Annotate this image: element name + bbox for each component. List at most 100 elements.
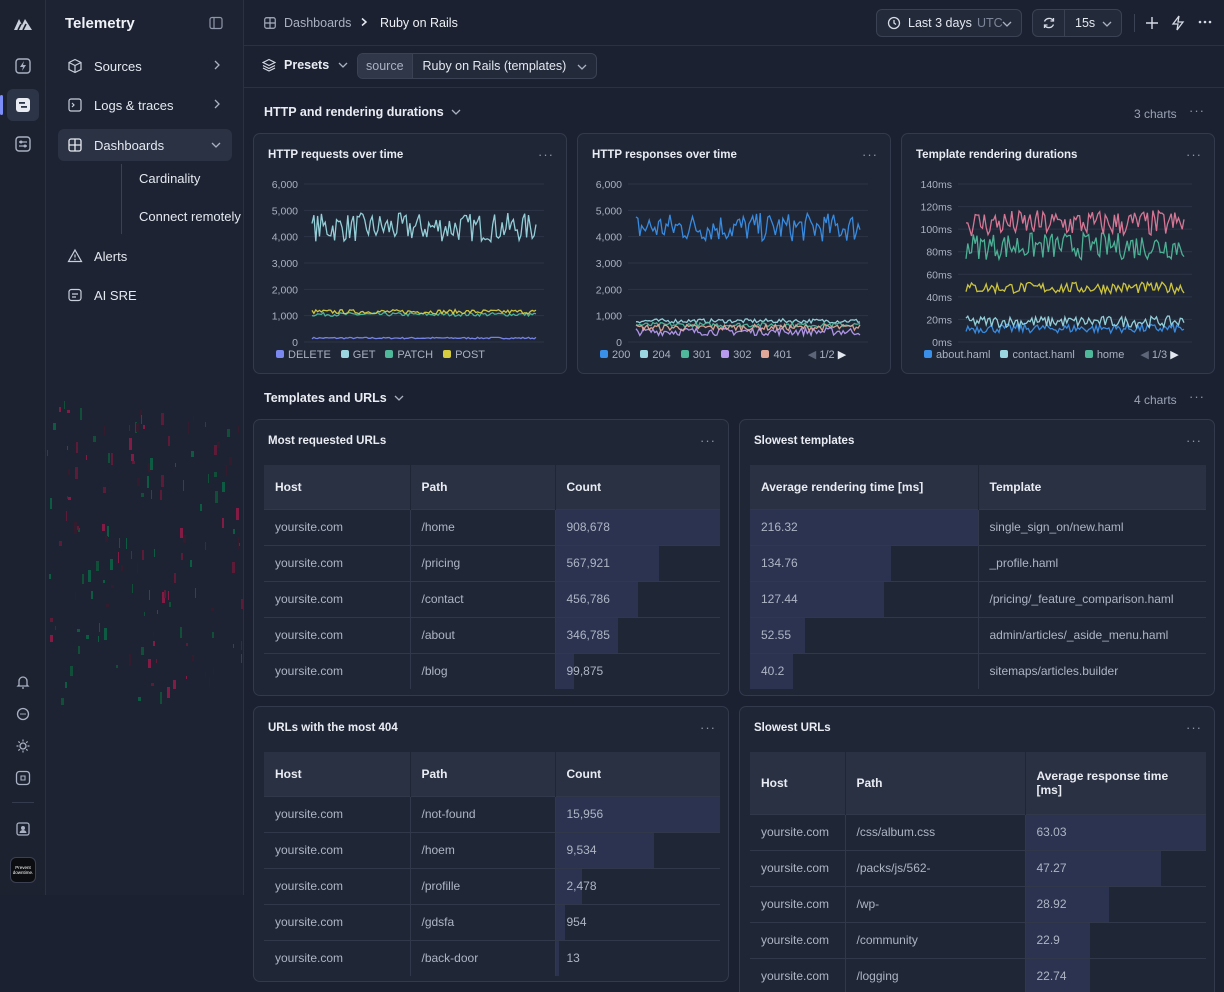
table-row[interactable]: 40.2 sitemaps/articles.builder (750, 652, 1206, 689)
settings-sliders-icon[interactable] (7, 128, 39, 160)
collapse-sidebar-icon[interactable] (208, 15, 224, 34)
table-row[interactable]: yoursite.com/hoem 9,534 (264, 831, 720, 868)
value-bar (750, 618, 805, 653)
column-header[interactable]: Count (555, 465, 720, 509)
legend-item[interactable]: home (1084, 349, 1124, 361)
panel-more-icon[interactable]: ··· (1186, 433, 1202, 448)
table-row[interactable]: 216.32 single_sign_on/new.haml (750, 508, 1206, 545)
table-row[interactable]: 127.44/pricing/_feature_comparison.haml (750, 580, 1206, 617)
chevron-down-icon (576, 61, 588, 75)
decor-mark (238, 426, 239, 433)
chevron-right-icon[interactable]: ▶ (1170, 349, 1179, 361)
nav-alerts[interactable]: Alerts (58, 240, 232, 272)
table-row[interactable]: yoursite.com/back-door 13 (264, 939, 720, 976)
table-row[interactable]: yoursite.com/css/album.css 63.03 (750, 813, 1206, 850)
lightning-icon[interactable] (1171, 15, 1185, 34)
source-filter[interactable]: source Ruby on Rails (templates) (357, 53, 597, 79)
cell-value: 954 (566, 915, 587, 929)
section-more-icon[interactable]: ··· (1189, 389, 1205, 404)
table-cell: 28.92 (1025, 885, 1206, 922)
table-row[interactable]: yoursite.com/wp- 28.92 (750, 885, 1206, 922)
presets-dropdown[interactable]: Presets (262, 58, 349, 72)
chevron-left-icon[interactable]: ◀ (807, 349, 817, 361)
legend-swatch (640, 349, 649, 358)
panel-more-icon[interactable]: ··· (1186, 720, 1202, 735)
column-header[interactable]: Host (264, 752, 411, 796)
legend-item[interactable]: 301 (680, 349, 711, 361)
decor-mark (50, 635, 53, 642)
table-row[interactable]: 134.76 _profile.haml (750, 544, 1206, 581)
legend-item[interactable]: 204 (640, 349, 671, 361)
table-row[interactable]: yoursite.com/not-found 15,956 (264, 795, 720, 832)
command-icon[interactable] (7, 762, 39, 794)
legend-item[interactable]: PATCH (385, 349, 433, 361)
table-row[interactable]: yoursite.com/pricing 567,921 (264, 544, 720, 581)
table-row[interactable]: yoursite.com/home 908,678 (264, 508, 720, 545)
section-http-rendering[interactable]: HTTP and rendering durations (264, 105, 462, 119)
table-row[interactable]: yoursite.com/contact 456,786 (264, 580, 720, 617)
table-row[interactable]: yoursite.com/blog 99,875 (264, 652, 720, 689)
promo-badge[interactable]: Prevent downtime. (10, 857, 36, 883)
cell-value: 2,478 (566, 879, 597, 893)
nav-connect-remotely[interactable]: Connect remotely (139, 209, 241, 224)
nav-ai-sre[interactable]: AI SRE (58, 279, 232, 311)
panel-more-icon[interactable]: ··· (862, 147, 878, 162)
table-row[interactable]: 52.55 admin/articles/_aside_menu.haml (750, 616, 1206, 653)
column-header[interactable]: Average response time [ms] (1025, 752, 1206, 814)
chat-icon[interactable] (7, 698, 39, 730)
legend-item[interactable]: 302 (721, 349, 751, 361)
lightning-icon[interactable] (7, 50, 39, 82)
nav-dashboards[interactable]: Dashboards (58, 129, 232, 161)
table-row[interactable]: yoursite.com/community 22.9 (750, 921, 1206, 958)
nav-sources[interactable]: Sources (58, 50, 232, 82)
panel-more-icon[interactable]: ··· (538, 147, 554, 162)
telemetry-app-icon[interactable] (0, 89, 39, 121)
column-header[interactable]: Count (555, 752, 720, 796)
chevron-right-icon[interactable]: ▶ (837, 349, 847, 361)
section-templates-urls[interactable]: Templates and URLs (264, 391, 405, 405)
table-row[interactable]: yoursite.com/packs/js/562- 47.27 (750, 849, 1206, 886)
user-profile-icon[interactable] (7, 813, 39, 845)
time-range-picker[interactable]: Last 3 days UTC (876, 9, 1022, 37)
chevron-down-icon (337, 60, 349, 70)
legend-item[interactable]: 401 (761, 349, 792, 361)
section-more-icon[interactable]: ··· (1189, 103, 1205, 118)
decor-mark (132, 461, 135, 464)
table-row[interactable]: yoursite.com/gdsfa 954 (264, 903, 720, 940)
legend-item[interactable]: contact.haml (1000, 349, 1075, 361)
chevron-left-icon[interactable]: ◀ (1140, 349, 1149, 361)
panel-more-icon[interactable]: ··· (1186, 147, 1202, 162)
table-row[interactable]: yoursite.com/logging 22.74 (750, 957, 1206, 992)
column-header[interactable]: Path (410, 752, 556, 796)
refresh-control[interactable]: 15s (1032, 9, 1122, 37)
nav-cardinality[interactable]: Cardinality (139, 171, 201, 186)
legend-item[interactable]: GET (340, 349, 375, 361)
column-header[interactable]: Path (410, 465, 556, 509)
refresh-icon[interactable] (1033, 10, 1065, 36)
panel-more-icon[interactable]: ··· (700, 433, 716, 448)
theme-sun-icon[interactable] (7, 730, 39, 762)
panel-more-icon[interactable]: ··· (700, 720, 716, 735)
bell-icon[interactable] (7, 666, 39, 698)
add-icon[interactable] (1145, 16, 1159, 33)
legend-item[interactable]: 200 (600, 349, 630, 361)
more-options-icon[interactable] (1198, 15, 1212, 32)
legend-item[interactable]: POST (443, 349, 485, 361)
most-requested-table: Host Path Count yoursite.com/home 908,678 you… (264, 465, 720, 689)
breadcrumb-dashboards[interactable]: Dashboards (284, 16, 352, 30)
nav-logs-traces[interactable]: Logs & traces (58, 89, 232, 121)
column-header[interactable]: Host (264, 465, 411, 509)
column-header[interactable]: Average rendering time [ms] (750, 465, 979, 509)
table-cell: 127.44 (750, 580, 979, 617)
table-row[interactable]: yoursite.com/about 346,785 (264, 616, 720, 653)
decor-mark (129, 425, 130, 431)
logo-icon[interactable] (7, 8, 39, 40)
column-header[interactable]: Host (750, 752, 846, 814)
cell-value: /logging (856, 969, 899, 984)
legend-item[interactable]: about.haml (924, 349, 990, 361)
column-header[interactable]: Template (978, 465, 1206, 509)
dashboard-icon (263, 16, 277, 33)
table-row[interactable]: yoursite.com/profille 2,478 (264, 867, 720, 904)
legend-item[interactable]: DELETE (276, 349, 331, 361)
column-header[interactable]: Path (845, 752, 1026, 814)
